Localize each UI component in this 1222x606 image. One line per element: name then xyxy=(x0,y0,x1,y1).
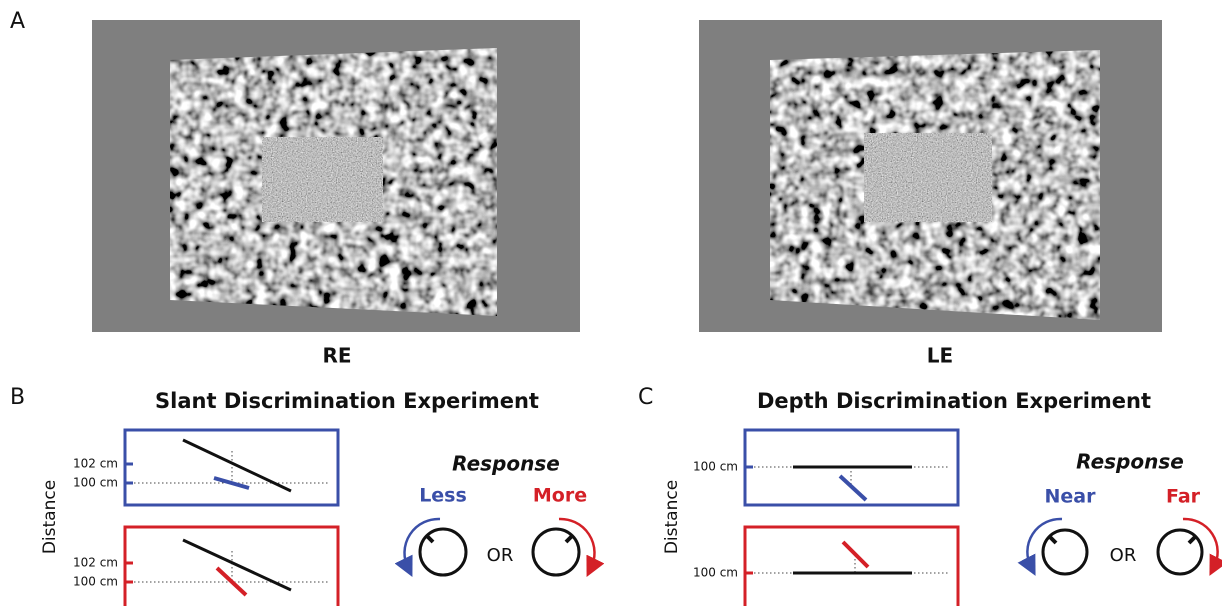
stimulus-patch xyxy=(262,137,383,222)
plot-box xyxy=(125,527,338,606)
stimulus-patch xyxy=(864,133,992,222)
knob xyxy=(1158,530,1202,574)
knob-pointer xyxy=(427,536,433,542)
knob xyxy=(420,529,466,575)
figure: A RE LE B Slant Discrimination Experimen… xyxy=(0,0,1222,606)
tick-label: 100 cm xyxy=(73,575,118,589)
caption: LE xyxy=(927,344,953,368)
response-title: Response xyxy=(1076,450,1184,474)
or-label: OR xyxy=(487,545,514,566)
tick-label: 100 cm xyxy=(693,566,738,580)
tick-label: 100 cm xyxy=(693,460,738,474)
panel-title: Slant Discrimination Experiment xyxy=(155,389,539,413)
axis-label: Distance xyxy=(662,480,682,554)
panel-label: C xyxy=(638,385,653,410)
body: A RE LE B Slant Discrimination Experimen… xyxy=(0,0,1222,606)
knob xyxy=(533,529,579,575)
panel-label: A xyxy=(10,9,25,34)
response-option: Near xyxy=(1045,486,1097,508)
page: {"panel_a": {"label": "A", "left_caption… xyxy=(0,0,1222,606)
tick-label: 102 cm xyxy=(73,556,118,570)
knob xyxy=(1043,530,1087,574)
panel-label: B xyxy=(10,385,25,410)
probe xyxy=(840,476,866,500)
knob-pointer xyxy=(1189,537,1195,543)
caption: RE xyxy=(322,344,351,368)
or-label: OR xyxy=(1110,545,1137,566)
response-option: Less xyxy=(419,485,467,507)
axis-label: Distance xyxy=(40,480,60,554)
knob-pointer xyxy=(1050,537,1056,543)
tick-label: 102 cm xyxy=(73,457,118,471)
knob-pointer xyxy=(566,536,572,542)
response-option: Far xyxy=(1166,486,1201,508)
tick-label: 100 cm xyxy=(73,476,118,490)
plot-box xyxy=(745,527,958,606)
panel-title: Depth Discrimination Experiment xyxy=(757,389,1151,413)
response-title: Response xyxy=(452,452,560,476)
response-option: More xyxy=(533,485,587,507)
